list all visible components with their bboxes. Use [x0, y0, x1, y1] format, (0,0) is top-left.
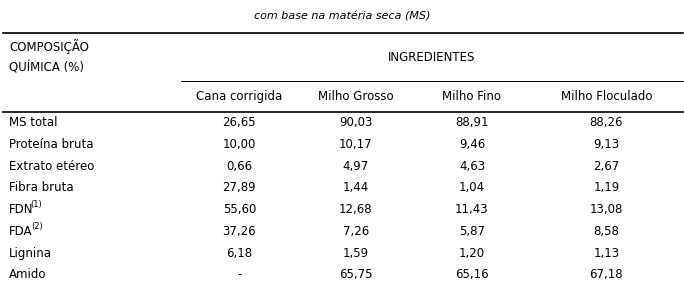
Text: 0,66: 0,66: [226, 160, 252, 173]
Text: 1,13: 1,13: [593, 246, 620, 260]
Text: 9,46: 9,46: [459, 138, 485, 151]
Text: 1,04: 1,04: [459, 181, 485, 194]
Text: Extrato etéreo: Extrato etéreo: [9, 160, 94, 173]
Text: INGREDIENTES: INGREDIENTES: [389, 51, 475, 64]
Text: COMPOSIÇÃO: COMPOSIÇÃO: [9, 39, 89, 54]
Text: 4,63: 4,63: [459, 160, 485, 173]
Text: 37,26: 37,26: [222, 225, 256, 238]
Text: 7,26: 7,26: [343, 225, 369, 238]
Text: Milho Grosso: Milho Grosso: [318, 90, 393, 103]
Text: FDN: FDN: [9, 203, 34, 216]
Text: MS total: MS total: [9, 116, 57, 129]
Text: 4,97: 4,97: [343, 160, 369, 173]
Text: 88,91: 88,91: [456, 116, 488, 129]
Text: 65,75: 65,75: [339, 268, 372, 281]
Text: 5,87: 5,87: [459, 225, 485, 238]
Text: 1,19: 1,19: [593, 181, 620, 194]
Text: Fibra bruta: Fibra bruta: [9, 181, 73, 194]
Text: 9,13: 9,13: [593, 138, 620, 151]
Text: Milho Floculado: Milho Floculado: [561, 90, 652, 103]
Text: 55,60: 55,60: [223, 203, 256, 216]
Text: 10,00: 10,00: [223, 138, 256, 151]
Text: (1): (1): [30, 200, 42, 209]
Text: 67,18: 67,18: [590, 268, 623, 281]
Text: 11,43: 11,43: [455, 203, 489, 216]
Text: Amido: Amido: [9, 268, 47, 281]
Text: (2): (2): [31, 222, 43, 231]
Text: Milho Fino: Milho Fino: [443, 90, 501, 103]
Text: 1,44: 1,44: [343, 181, 369, 194]
Text: 13,08: 13,08: [590, 203, 623, 216]
Text: 2,67: 2,67: [593, 160, 620, 173]
Text: 6,18: 6,18: [226, 246, 252, 260]
Text: 1,59: 1,59: [343, 246, 369, 260]
Text: com base na matéria seca (MS): com base na matéria seca (MS): [254, 12, 430, 22]
Text: 90,03: 90,03: [339, 116, 372, 129]
Text: 10,17: 10,17: [339, 138, 373, 151]
Text: 26,65: 26,65: [222, 116, 256, 129]
Text: 88,26: 88,26: [590, 116, 623, 129]
Text: Cana corrigida: Cana corrigida: [196, 90, 282, 103]
Text: Lignina: Lignina: [9, 246, 52, 260]
Text: FDA: FDA: [9, 225, 32, 238]
Text: -: -: [237, 268, 241, 281]
Text: 1,20: 1,20: [459, 246, 485, 260]
Text: 65,16: 65,16: [455, 268, 489, 281]
Text: Proteína bruta: Proteína bruta: [9, 138, 94, 151]
Text: 8,58: 8,58: [594, 225, 619, 238]
Text: QUÍMICA (%): QUÍMICA (%): [9, 61, 84, 74]
Text: 27,89: 27,89: [222, 181, 256, 194]
Text: 12,68: 12,68: [339, 203, 373, 216]
